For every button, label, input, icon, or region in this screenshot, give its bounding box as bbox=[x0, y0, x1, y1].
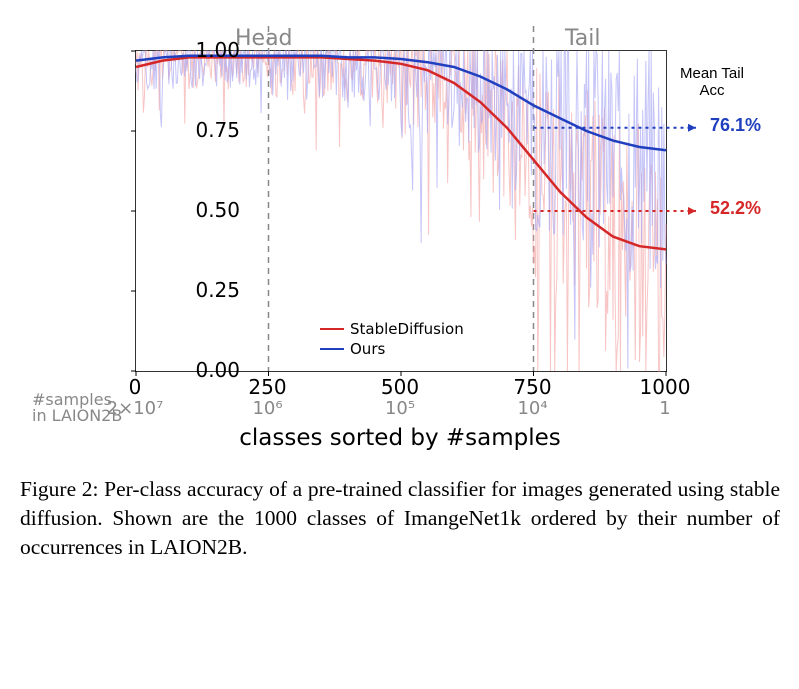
legend-label-sd: StableDiffusion bbox=[350, 320, 464, 338]
x-tick-secondary-label: 1 bbox=[659, 398, 670, 419]
samples-note-l2: in LAION2B bbox=[32, 406, 122, 425]
samples-note: #samples in LAION2B bbox=[32, 392, 122, 424]
legend: StableDiffusion Ours bbox=[320, 320, 464, 360]
x-tick-label: 500 bbox=[381, 375, 419, 399]
y-tick-label: 0.00 bbox=[150, 358, 240, 382]
x-tick-secondary-label: 10⁵ bbox=[385, 398, 415, 419]
x-tick-secondary-label: 10⁴ bbox=[517, 398, 547, 419]
y-tick-label: 0.50 bbox=[150, 198, 240, 222]
chart-container: accuracy pretrained classifier Head Tail… bbox=[20, 20, 780, 450]
legend-label-ours: Ours bbox=[350, 340, 385, 358]
x-tick-label: 750 bbox=[513, 375, 551, 399]
legend-row-ours: Ours bbox=[320, 340, 464, 358]
pct-blue: 76.1% bbox=[710, 115, 761, 136]
legend-row-sd: StableDiffusion bbox=[320, 320, 464, 338]
figure-caption: Figure 2: Per-class accuracy of a pre-tr… bbox=[20, 475, 780, 562]
region-tail-label: Tail bbox=[565, 26, 601, 51]
x-tick-label: 250 bbox=[248, 375, 286, 399]
region-head-label: Head bbox=[235, 26, 293, 51]
mean-tail-acc-header: Mean TailAcc bbox=[680, 65, 744, 100]
legend-swatch-ours bbox=[320, 348, 344, 350]
y-tick-label: 1.00 bbox=[150, 38, 240, 62]
x-tick-label: 1000 bbox=[640, 375, 691, 399]
x-tick-label: 0 bbox=[129, 375, 142, 399]
x-tick-secondary-label: 10⁶ bbox=[252, 398, 282, 419]
y-tick-label: 0.75 bbox=[150, 118, 240, 142]
x-axis-label: classes sorted by #samples bbox=[135, 425, 665, 451]
y-tick-label: 0.25 bbox=[150, 278, 240, 302]
pct-red: 52.2% bbox=[710, 198, 761, 219]
legend-swatch-sd bbox=[320, 328, 344, 330]
